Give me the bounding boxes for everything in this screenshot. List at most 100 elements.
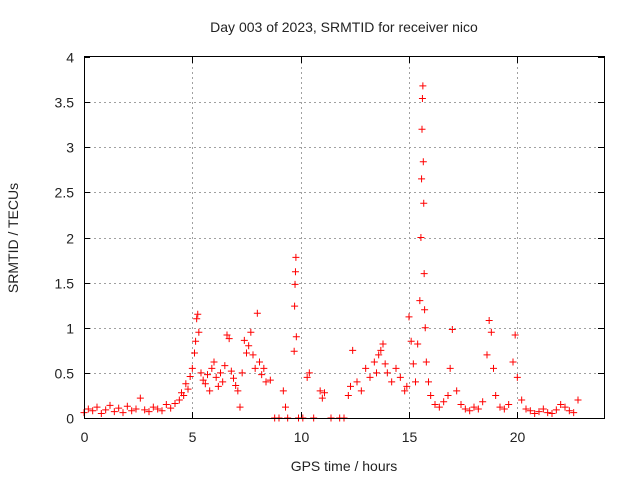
data-point — [418, 95, 426, 103]
data-point — [247, 328, 255, 336]
data-point — [421, 306, 429, 314]
data-point — [420, 270, 428, 278]
data-point — [557, 400, 565, 408]
data-point — [258, 371, 266, 379]
data-point — [401, 387, 409, 395]
data-point — [162, 400, 170, 408]
data-point — [366, 373, 374, 381]
data-point — [279, 387, 287, 395]
data-point — [115, 404, 123, 412]
data-point — [347, 382, 354, 390]
data-point — [435, 403, 443, 411]
data-point — [249, 351, 257, 359]
data-point — [145, 408, 153, 416]
data-point — [349, 346, 357, 354]
data-point — [357, 387, 365, 395]
data-point — [186, 372, 194, 380]
data-point — [505, 400, 513, 408]
x-tick-label: 20 — [510, 429, 526, 445]
data-point — [448, 326, 456, 334]
data-point — [414, 340, 422, 348]
data-point — [461, 405, 469, 413]
data-point — [490, 364, 497, 372]
data-point — [93, 403, 101, 411]
x-tick-label: 10 — [294, 429, 310, 445]
data-point — [487, 328, 495, 336]
data-point — [483, 351, 491, 359]
data-point — [119, 409, 127, 417]
data-point — [171, 400, 179, 408]
data-point — [416, 297, 424, 305]
y-tick-label: 3.5 — [55, 95, 75, 111]
data-point — [230, 374, 237, 382]
data-point — [106, 401, 114, 409]
data-point — [123, 402, 131, 410]
data-point — [548, 409, 556, 417]
data-point — [240, 336, 248, 344]
data-point — [154, 405, 162, 413]
x-tick-label: 5 — [189, 429, 197, 445]
data-point — [219, 378, 227, 386]
data-point — [210, 358, 218, 366]
data-point — [251, 364, 259, 372]
data-point — [167, 404, 175, 412]
data-point — [110, 408, 118, 416]
data-point — [141, 406, 149, 414]
data-point — [291, 280, 299, 288]
data-point — [418, 125, 426, 133]
data-point — [419, 158, 427, 166]
data-point — [206, 387, 214, 395]
data-point — [407, 337, 415, 345]
data-point — [262, 378, 270, 386]
data-point — [191, 349, 198, 357]
data-point — [318, 394, 326, 402]
data-point — [409, 360, 417, 368]
data-point — [188, 364, 196, 372]
data-point — [243, 349, 250, 357]
data-point — [316, 387, 324, 395]
data-point — [453, 387, 461, 395]
data-point — [405, 313, 413, 321]
data-point — [149, 403, 157, 411]
data-point — [292, 333, 300, 341]
x-tick-label: 0 — [81, 429, 89, 445]
data-point — [305, 369, 313, 377]
data-point — [427, 391, 435, 399]
data-point — [373, 369, 380, 377]
data-point — [377, 346, 385, 354]
data-point — [182, 380, 190, 388]
y-tick-label: 1 — [66, 321, 74, 337]
data-point — [212, 373, 220, 381]
data-point — [511, 331, 519, 339]
data-point — [531, 409, 539, 417]
data-point — [253, 309, 261, 317]
data-point — [321, 389, 328, 397]
data-points — [80, 82, 582, 422]
y-tick-label: 3 — [66, 140, 74, 156]
data-point — [422, 358, 430, 366]
data-point — [421, 324, 429, 332]
data-point — [544, 409, 552, 417]
data-point — [180, 391, 188, 399]
y-tick-label: 2.5 — [55, 185, 75, 201]
data-point — [500, 405, 508, 413]
chart-title: Day 003 of 2023, SRMTID for receiver nic… — [210, 19, 478, 35]
data-point — [232, 382, 240, 390]
data-point — [565, 407, 573, 415]
data-point — [479, 398, 487, 406]
data-point — [574, 396, 582, 404]
data-point — [457, 400, 465, 408]
data-point — [375, 351, 383, 359]
y-tick-label: 0 — [66, 411, 74, 427]
data-point — [419, 82, 427, 90]
data-point — [291, 302, 299, 310]
data-point — [158, 407, 166, 415]
data-point — [552, 406, 560, 414]
data-point — [260, 364, 268, 372]
data-point — [388, 378, 396, 386]
data-point — [396, 373, 404, 381]
data-point — [417, 234, 425, 241]
data-point — [97, 409, 105, 417]
data-point — [513, 373, 521, 381]
